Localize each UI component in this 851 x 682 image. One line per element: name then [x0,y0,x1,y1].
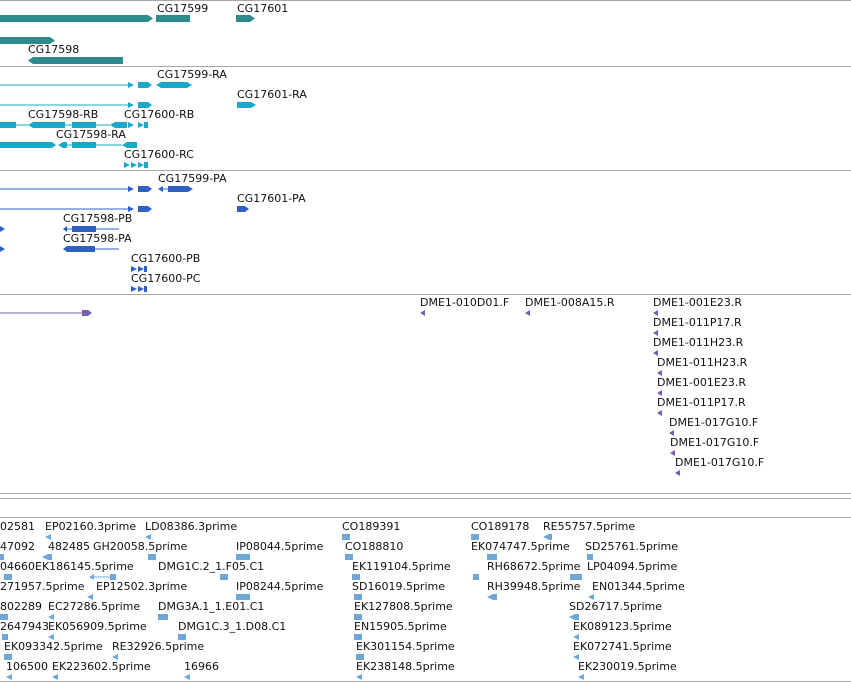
gene-glyph-cg17598 [33,57,123,64]
transcript-track-glyphs[interactable] [0,82,256,168]
protein-label-cg17601-pa[interactable]: CG17601-PA [237,192,306,205]
track-separator [0,493,851,494]
protein-track-glyphs[interactable] [0,186,249,292]
gene-track-glyphs[interactable] [0,15,255,64]
clone-label[interactable]: DME1-017G10.F [670,436,760,449]
gene-glyph-cg17599 [0,15,148,22]
transcript-label-cg17600-rb[interactable]: CG17600-RB [124,108,195,121]
track-separator [0,66,851,67]
est-label[interactable]: CO189391 [342,520,401,533]
est-label[interactable]: 04660 [0,560,35,573]
est-label[interactable]: 16966 [184,660,219,673]
est-label[interactable]: EK301154.5prime [356,640,455,653]
transcript-label-cg17599-ra[interactable]: CG17599-RA [157,68,227,81]
transcript-label-cg17598-rb[interactable]: CG17598-RB [28,108,99,121]
est-label[interactable]: LP04094.5prime [587,560,678,573]
est-label[interactable]: RH68672.5prime [487,560,581,573]
gene-label-cg17598[interactable]: CG17598 [28,43,80,56]
est-label[interactable]: EK238148.5prime [356,660,455,673]
clone-label[interactable]: DME1-011H23.R [653,336,744,349]
est-label[interactable]: DMG1C.3_1.D08.C1 [178,620,287,633]
est-label[interactable]: 47092 [0,540,35,553]
track-separator [0,0,851,1]
est-label[interactable]: RE55757.5prime [543,520,636,533]
clone-track-glyphs[interactable] [0,310,680,476]
est-label[interactable]: EP02160.3prime [45,520,137,533]
est-label[interactable]: 2647943 [0,620,49,633]
est-label[interactable]: DMG3A.1_1.E01.C1 [158,600,265,613]
est-label[interactable]: SD25761.5prime [585,540,678,553]
clone-label[interactable]: DME1-011P17.R [657,396,746,409]
transcript-label-cg17598-ra[interactable]: CG17598-RA [56,128,126,141]
protein-label-cg17599-pa[interactable]: CG17599-PA [158,172,227,185]
gene-glyph-cg17599b [156,15,190,22]
est-label[interactable]: IP08044.5prime [236,540,324,553]
est-label[interactable]: GH20058.5prime [93,540,188,553]
clone-label[interactable]: DME1-017G10.F [669,416,759,429]
clone-label[interactable]: DME1-008A15.R [525,296,615,309]
est-label[interactable]: LD08386.3prime [145,520,238,533]
track-separator [0,294,851,295]
gene-label-cg17599[interactable]: CG17599 [157,2,209,15]
est-label[interactable]: DMG1C.2_1.F05.C1 [158,560,265,573]
est-label[interactable]: EC27286.5prime [48,600,141,613]
est-label[interactable]: EP12502.3prime [96,580,188,593]
est-label[interactable]: EK089123.5prime [573,620,672,633]
est-label[interactable]: EK186145.5prime [35,560,134,573]
clone-label[interactable]: DME1-001E23.R [653,296,742,309]
clone-label[interactable]: DME1-010D01.F [420,296,510,309]
est-label[interactable]: EK127808.5prime [354,600,453,613]
est-label[interactable]: 106500 [6,660,48,673]
est-label[interactable]: EK074747.5prime [471,540,570,553]
est-label[interactable]: 271957.5prime [0,580,85,593]
clone-label[interactable]: DME1-017G10.F [675,456,765,469]
est-label[interactable]: EK223602.5prime [52,660,151,673]
track-separator [0,170,851,171]
gene-glyph-cg17598-left [0,37,50,44]
gene-glyph-cg17601 [236,15,250,22]
gene-label-cg17601[interactable]: CG17601 [237,2,289,15]
transcript-label-cg17600-rc[interactable]: CG17600-RC [124,148,194,161]
est-label[interactable]: EK230019.5prime [578,660,677,673]
clone-label[interactable]: DME1-011P17.R [653,316,742,329]
protein-label-cg17600-pb[interactable]: CG17600-PB [131,252,201,265]
est-label[interactable]: EN15905.5prime [354,620,447,633]
est-label[interactable]: CO188810 [345,540,404,553]
transcript-label-cg17601-ra[interactable]: CG17601-RA [237,88,307,101]
est-label[interactable]: 482485 [48,540,90,553]
est-label[interactable]: CO189178 [471,520,530,533]
clone-label[interactable]: DME1-001E23.R [657,376,746,389]
clone-label[interactable]: DME1-011H23.R [657,356,748,369]
est-label[interactable]: IP08244.5prime [236,580,324,593]
est-label[interactable]: RH39948.5prime [487,580,581,593]
est-label[interactable]: EK056909.5prime [48,620,147,633]
track-separator [0,498,851,499]
est-label[interactable]: EK093342.5prime [4,640,103,653]
est-label[interactable]: 802289 [0,600,42,613]
est-track-glyphs[interactable] [0,534,594,680]
protein-label-cg17598-pa[interactable]: CG17598-PA [63,232,132,245]
est-label[interactable]: EK119104.5prime [352,560,451,573]
protein-label-cg17598-pb[interactable]: CG17598-PB [63,212,133,225]
track-separator [0,517,851,518]
est-label[interactable]: SD26717.5prime [569,600,662,613]
est-label[interactable]: SD16019.5prime [352,580,445,593]
est-label[interactable]: RE32926.5prime [112,640,205,653]
protein-label-cg17600-pc[interactable]: CG17600-PC [131,272,201,285]
est-label[interactable]: 02581 [0,520,35,533]
est-label[interactable]: EN01344.5prime [592,580,685,593]
est-label[interactable]: EK072741.5prime [573,640,672,653]
